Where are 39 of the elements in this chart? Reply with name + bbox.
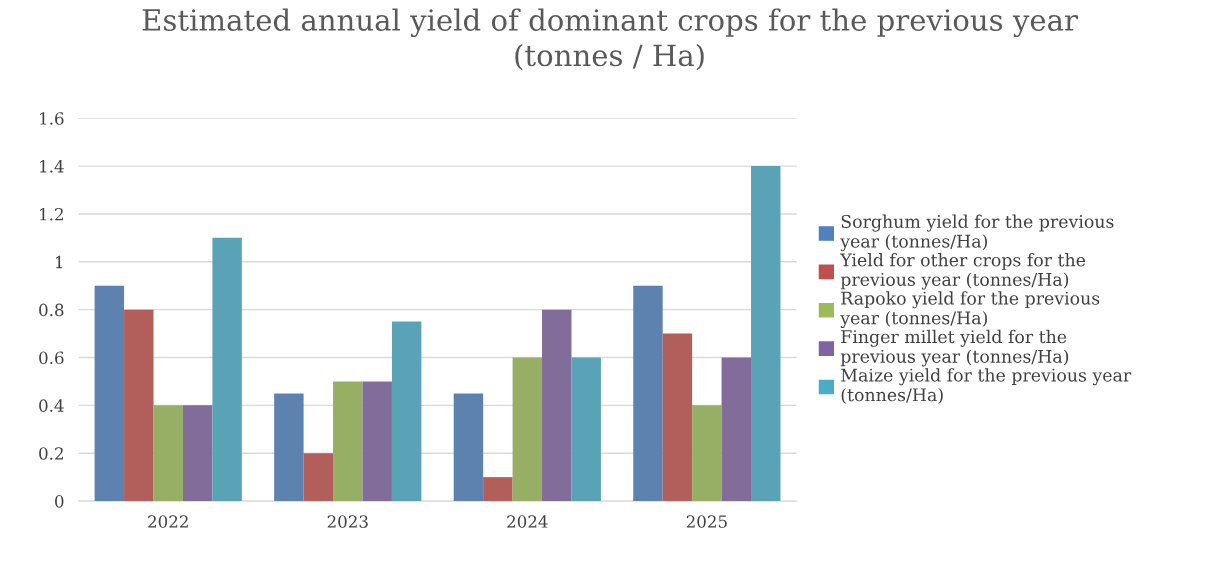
legend-label: Finger millet yield for the previous year (tonnes/Ha) xyxy=(840,329,1069,367)
bar xyxy=(94,285,125,502)
bar xyxy=(542,309,572,502)
y-tick-label: 1.2 xyxy=(40,207,63,221)
y-tick-label: 0.8 xyxy=(39,303,64,317)
y-tick-label: 1 xyxy=(56,255,63,269)
x-tick-label: 2023 xyxy=(327,515,368,528)
bar xyxy=(692,405,722,502)
bar xyxy=(182,405,213,502)
bar xyxy=(212,237,242,502)
legend-label: Sorghum yield for the previous year (tonnes/Ha) xyxy=(840,214,1114,252)
legend-label: Maize yield for the previous year (tonnes/Ha) xyxy=(841,368,1132,404)
x-tick-label: 2024 xyxy=(507,515,548,528)
legend-label: Rapoko yield for the previous year (tonnes/Ha) xyxy=(840,291,1100,329)
bar xyxy=(362,381,392,502)
bar xyxy=(153,405,183,502)
bar xyxy=(633,285,663,502)
bar xyxy=(721,357,752,502)
bar xyxy=(303,453,334,502)
x-tick-label: 2022 xyxy=(148,515,188,528)
bar xyxy=(483,477,513,502)
y-tick-label: 1.6 xyxy=(40,112,64,125)
y-tick-label: 0 xyxy=(55,495,64,508)
bar xyxy=(751,166,781,502)
x-tick-label: 2025 xyxy=(686,515,727,528)
bar xyxy=(333,381,363,502)
bar xyxy=(274,393,304,502)
y-tick-label: 0.6 xyxy=(39,351,64,365)
bar xyxy=(453,393,484,502)
bar xyxy=(391,321,422,502)
y-tick-label: 0.2 xyxy=(39,447,63,460)
y-tick-label: 1.4 xyxy=(40,160,64,173)
legend-label: Yield for other crops for the previous year (tonnes/Ha) xyxy=(840,253,1086,290)
bar xyxy=(662,333,693,502)
bar xyxy=(571,357,601,502)
y-tick-label: 0.4 xyxy=(39,399,64,412)
bar xyxy=(124,309,154,502)
bar xyxy=(512,357,543,502)
chart-title: Estimated annual yield of dominant crops for the previous year (tonnes / Ha) xyxy=(142,8,1078,71)
